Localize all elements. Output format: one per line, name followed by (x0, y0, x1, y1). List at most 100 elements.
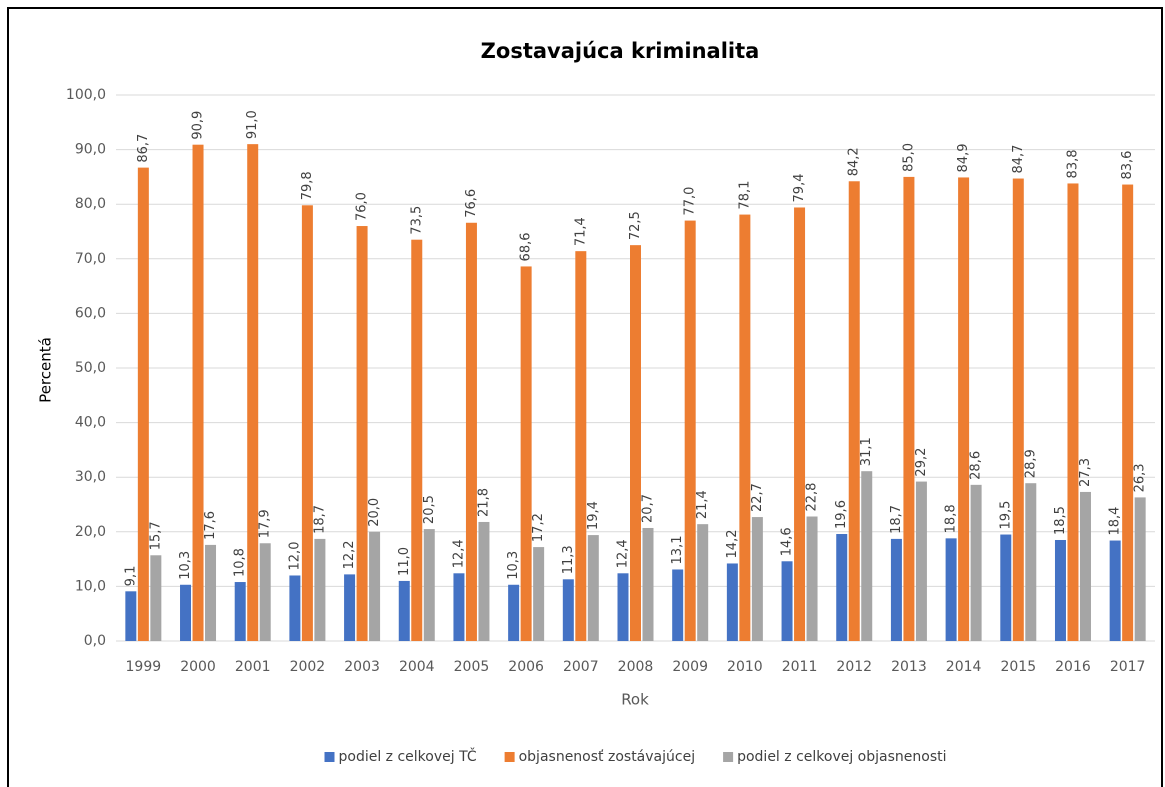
y-tick-label: 50,0 (75, 360, 106, 376)
value-label: 13,1 (670, 536, 685, 565)
bar (915, 481, 927, 641)
x-tick-label: 2003 (344, 659, 380, 675)
x-tick-label: 2006 (508, 659, 544, 675)
bar (836, 533, 848, 641)
x-tick-label: 2010 (727, 659, 763, 675)
value-label: 22,8 (805, 483, 820, 512)
value-label: 27,3 (1078, 458, 1093, 487)
y-tick-label: 90,0 (75, 142, 106, 158)
x-tick-label: 2008 (618, 659, 654, 675)
bar (861, 471, 873, 641)
x-tick-label: 2013 (891, 659, 927, 675)
bar (192, 144, 204, 641)
value-label: 76,0 (355, 192, 370, 221)
y-tick-label: 40,0 (75, 415, 106, 431)
value-label: 12,0 (287, 542, 302, 571)
value-label: 84,2 (847, 147, 862, 176)
bar (180, 584, 192, 641)
x-tick-label: 2002 (290, 659, 326, 675)
bar (137, 167, 149, 642)
x-tick-label: 2007 (563, 659, 599, 675)
bar (356, 226, 368, 642)
value-label: 72,5 (628, 211, 643, 240)
value-label: 84,7 (1011, 145, 1026, 174)
bar (314, 538, 326, 641)
bar (958, 177, 970, 642)
value-label: 10,8 (233, 548, 248, 577)
value-label: 14,6 (780, 527, 795, 556)
value-label: 79,4 (792, 174, 807, 203)
value-label: 20,7 (641, 494, 656, 523)
y-tick-label: 10,0 (75, 578, 106, 594)
value-label: 20,5 (422, 495, 437, 524)
bar (781, 561, 793, 641)
value-label: 17,6 (203, 511, 218, 540)
bar (587, 535, 599, 641)
legend-swatch (324, 752, 335, 762)
bar (1109, 540, 1121, 641)
bar (890, 538, 902, 641)
bar (903, 176, 915, 641)
bar (520, 266, 532, 641)
bar (533, 547, 545, 641)
value-label: 17,9 (258, 509, 273, 538)
value-label: 85,0 (901, 143, 916, 172)
value-label: 71,4 (573, 217, 588, 246)
bar (1134, 497, 1146, 641)
value-label: 31,1 (859, 437, 874, 466)
chart-title: Zostavajúca kriminalita (481, 39, 760, 63)
bar (411, 239, 423, 641)
bar (1000, 534, 1012, 641)
value-label: 83,8 (1065, 149, 1080, 178)
bar (234, 582, 246, 641)
bar (1054, 539, 1066, 641)
x-tick-label: 2011 (782, 659, 818, 675)
bar (794, 207, 806, 641)
y-axis-label: Percentá (37, 337, 55, 403)
value-label: 19,5 (998, 501, 1013, 530)
bar (1067, 183, 1079, 641)
value-label: 28,9 (1023, 449, 1038, 478)
legend-label: objasnenosť zostávajúcej (519, 749, 695, 765)
bar (1122, 184, 1134, 641)
x-tick-label: 2001 (235, 659, 271, 675)
legend-swatch (723, 752, 734, 762)
value-label: 22,7 (750, 483, 765, 512)
y-tick-label: 20,0 (75, 524, 106, 540)
value-label: 91,0 (245, 110, 260, 139)
y-tick-label: 60,0 (75, 305, 106, 321)
y-tick-label: 100,0 (66, 87, 106, 103)
value-label: 18,4 (1108, 507, 1123, 536)
bar (630, 245, 641, 641)
x-tick-label: 2015 (1000, 659, 1036, 675)
bar (1012, 178, 1024, 641)
bar (806, 516, 818, 641)
bar (259, 543, 271, 641)
bar (453, 573, 465, 641)
value-label: 73,5 (409, 206, 424, 235)
bar (205, 544, 217, 641)
bar (642, 527, 654, 641)
legend-swatch (504, 752, 515, 762)
value-label: 12,4 (451, 539, 466, 568)
y-tick-label: 30,0 (75, 469, 106, 485)
value-label: 21,4 (695, 490, 710, 519)
frame (7, 7, 1163, 787)
bar (423, 529, 435, 641)
value-label: 68,6 (519, 232, 534, 261)
bar (575, 251, 587, 641)
bar (1079, 491, 1091, 641)
x-tick-label: 2017 (1110, 659, 1146, 675)
value-label: 90,9 (191, 111, 206, 140)
bar (672, 569, 684, 641)
bar (398, 580, 410, 641)
bar (289, 575, 301, 641)
bar (945, 538, 957, 641)
x-tick-label: 1999 (126, 659, 162, 675)
value-label: 17,2 (531, 513, 546, 542)
value-label: 86,7 (136, 134, 151, 163)
y-tick-label: 80,0 (75, 196, 106, 212)
legend-label: podiel z celkovej objasnenosti (737, 749, 946, 765)
value-label: 84,9 (956, 143, 971, 172)
